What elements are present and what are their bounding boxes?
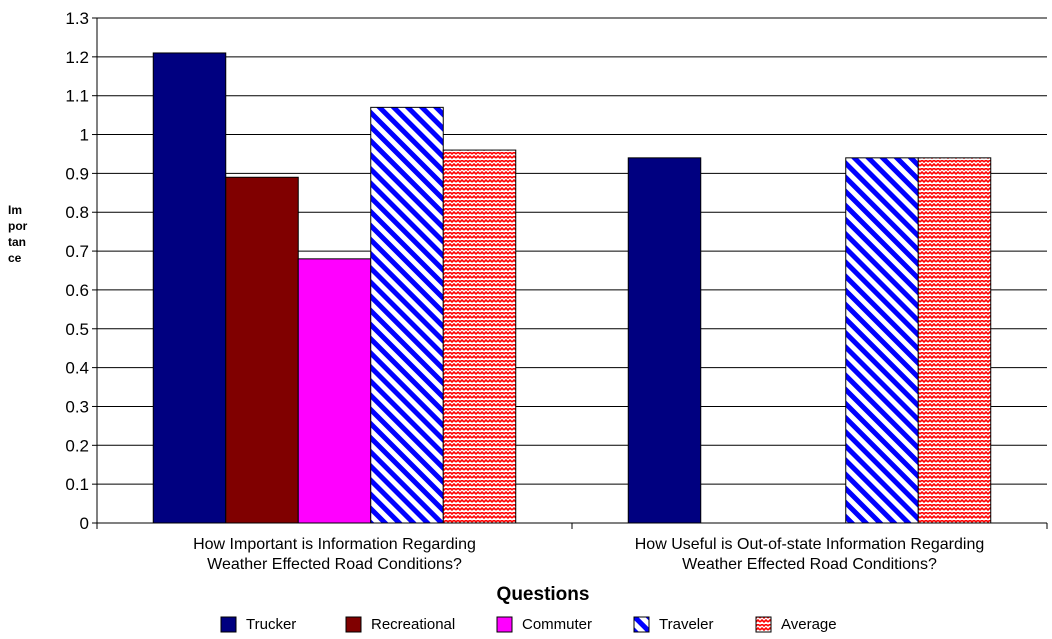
bar-traveler-1: [370, 106, 444, 524]
bar-trucker-1: [152, 52, 227, 524]
bar-average-1: [442, 149, 517, 524]
y-tick-label: 0.8: [65, 203, 89, 222]
legend-swatch-traveler: [633, 616, 650, 633]
legend-label-average: Average: [781, 616, 837, 633]
legend-swatch-trucker: [220, 616, 237, 633]
y-tick-label: 1.2: [65, 48, 89, 67]
legend-swatch-commuter: [496, 616, 513, 633]
y-tick-label: 0.5: [65, 320, 89, 339]
y-tick-label: 0: [80, 514, 89, 533]
y-axis-title: Im por tan ce: [8, 203, 28, 265]
legend-swatch-recreational: [345, 616, 362, 633]
axes: [96, 18, 1048, 529]
y-axis-title-line: por: [8, 219, 28, 233]
y-tick-label: 1.3: [65, 9, 89, 28]
category-label: How Important is Information Regarding We…: [193, 536, 476, 573]
legend-label-traveler: Traveler: [659, 616, 713, 633]
y-tick-label: 0.9: [65, 164, 89, 183]
y-tick-label: 0.4: [65, 359, 89, 378]
legend-label-trucker: Trucker: [246, 616, 296, 633]
bars: [152, 52, 992, 524]
y-axis-title-line: ce: [8, 251, 22, 265]
x-axis-title: Questions: [497, 584, 590, 605]
bar-traveler-2: [845, 157, 919, 524]
y-tick-label: 0.7: [65, 242, 89, 261]
bar-commuter-1: [297, 258, 372, 524]
y-axis-title-line: tan: [8, 235, 26, 249]
y-tick-label: 1: [80, 126, 89, 145]
bar-average-2: [917, 157, 992, 524]
y-tick-label: 1.1: [65, 87, 89, 106]
y-tick-labels: 0 0.1 0.2 0.3 0.4 0.5 0.6 0.7 0.8 0.9 1 1.1 1.2 1.3: [65, 9, 89, 533]
legend-label-commuter: Commuter: [522, 616, 592, 633]
legend: Trucker Recreational Commuter Traveler Avera…: [220, 616, 837, 633]
bar-trucker-2: [627, 157, 702, 524]
y-tick-label: 0.3: [65, 397, 89, 416]
y-tick-label: 0.1: [65, 475, 89, 494]
legend-swatch-average: [755, 616, 772, 633]
category-labels: How Important is Information Regarding We…: [193, 536, 984, 573]
y-tick-label: 0.6: [65, 281, 89, 300]
legend-label-recreational: Recreational: [371, 616, 455, 633]
bar-recreational-1: [225, 176, 299, 524]
y-tick-label: 0.2: [65, 436, 89, 455]
category-label: How Useful is Out-of-state Information R…: [635, 536, 984, 573]
y-axis-title-line: Im: [8, 203, 22, 217]
